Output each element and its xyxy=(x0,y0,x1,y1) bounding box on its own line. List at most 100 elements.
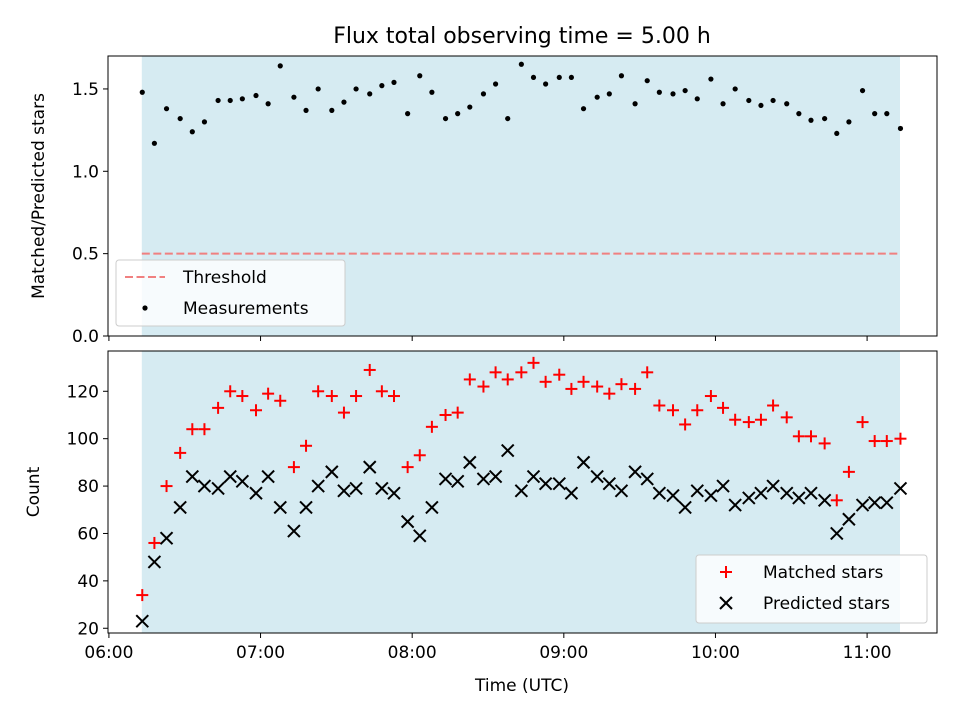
bottom-x-tick-label: 11:00 xyxy=(843,643,892,663)
measurement-point xyxy=(201,119,208,125)
matched-star-point xyxy=(591,380,604,393)
matched-star-point xyxy=(780,411,793,424)
measurement-point xyxy=(442,115,449,122)
predicted-star-point xyxy=(185,469,200,484)
measurement-point xyxy=(315,86,321,92)
measurement-point xyxy=(822,115,828,122)
predicted-star-point xyxy=(261,469,275,484)
matched-star-point xyxy=(804,430,817,443)
measurement-point xyxy=(239,96,245,102)
matched-star-point xyxy=(842,465,855,478)
measurement-point xyxy=(353,86,359,92)
matched-star-point xyxy=(691,404,704,417)
matched-star-point xyxy=(363,363,376,376)
predicted-star-point xyxy=(211,481,225,496)
matched-star-point xyxy=(375,385,388,398)
measurement-point xyxy=(277,63,283,69)
legend-threshold-label: Threshold xyxy=(182,268,267,288)
matched-star-point xyxy=(868,435,881,448)
matched-star-point xyxy=(425,420,438,433)
measurement-point xyxy=(417,73,423,79)
matched-star-point xyxy=(477,380,490,393)
measurement-point xyxy=(492,81,499,87)
matched-star-point xyxy=(603,387,616,400)
predicted-star-point xyxy=(425,500,439,515)
measurement-point xyxy=(796,111,802,117)
matched-star-point xyxy=(262,387,275,400)
matched-star-point xyxy=(439,408,452,421)
measurement-point xyxy=(518,61,524,67)
measurement-point xyxy=(732,86,738,92)
predicted-star-point xyxy=(476,472,491,486)
predicted-star-point xyxy=(223,469,237,484)
measurement-point xyxy=(594,94,600,100)
matched-star-point xyxy=(198,423,211,436)
predicted-star-point xyxy=(463,455,477,470)
matched-star-point xyxy=(704,390,717,403)
matched-star-point xyxy=(818,437,831,450)
matched-star-point xyxy=(679,418,692,431)
measurement-point xyxy=(405,111,411,117)
measurement-point xyxy=(329,107,335,113)
predicted-star-point xyxy=(817,493,832,508)
matched-star-point xyxy=(754,413,767,426)
predicted-stars-series xyxy=(135,443,908,628)
measurement-point xyxy=(670,91,676,97)
predicted-star-point xyxy=(867,495,882,510)
measurement-point xyxy=(429,89,435,95)
bottom-x-tick-label: 08:00 xyxy=(388,643,437,663)
matched-star-point xyxy=(792,430,805,443)
predicted-star-point xyxy=(880,495,894,510)
chart-title: Flux total observing time = 5.00 h xyxy=(333,24,711,49)
measurement-point xyxy=(556,74,562,81)
bottom-y-tick-label: 100 xyxy=(67,430,99,450)
predicted-star-point xyxy=(780,486,794,500)
bottom-x-tick-label: 06:00 xyxy=(84,643,133,663)
predicted-star-point xyxy=(754,486,768,500)
bottom-y-tick-label: 20 xyxy=(77,619,99,639)
top-y-tick-label: 0.0 xyxy=(72,327,99,347)
matched-star-point xyxy=(717,401,730,414)
measurement-point xyxy=(746,97,752,104)
matched-star-point xyxy=(666,404,679,417)
legend-matched-label: Matched stars xyxy=(763,563,883,583)
matched-star-point xyxy=(148,536,161,549)
predicted-star-point xyxy=(135,614,149,628)
measurement-point xyxy=(189,129,195,135)
legend-measurements-swatch xyxy=(142,305,148,311)
predicted-star-point xyxy=(628,465,642,479)
measurement-point xyxy=(884,111,890,117)
bottom-x-tick-label: 07:00 xyxy=(236,643,285,663)
measurement-point xyxy=(656,89,662,95)
predicted-star-point xyxy=(804,486,818,500)
measurement-point xyxy=(859,87,866,94)
bottom-axes-frame xyxy=(107,350,938,634)
measurement-point xyxy=(163,106,170,112)
matched-star-point xyxy=(274,394,287,407)
measurement-point xyxy=(139,89,145,95)
matched-star-point xyxy=(553,368,566,381)
measurement-point xyxy=(708,76,714,82)
predicted-star-point xyxy=(413,529,427,543)
predicted-star-point xyxy=(640,472,654,486)
predicted-star-point xyxy=(438,472,453,486)
matched-star-point xyxy=(136,589,149,602)
matched-star-point xyxy=(249,404,262,417)
matched-star-point xyxy=(350,390,363,403)
bottom-y-tick-label: 120 xyxy=(67,382,99,402)
top-y-tick-label: 1.0 xyxy=(72,162,99,182)
predicted-star-point xyxy=(249,486,263,500)
predicted-star-point xyxy=(602,476,617,491)
predicted-star-point xyxy=(526,469,541,484)
bottom-y-axis-label: Count xyxy=(24,466,44,517)
predicted-star-point xyxy=(716,479,730,493)
matched-star-point xyxy=(300,439,313,452)
measurement-point xyxy=(151,140,158,146)
measurement-point xyxy=(177,115,183,122)
matched-star-point xyxy=(729,413,742,426)
matched-star-point xyxy=(641,366,654,379)
predicted-star-point xyxy=(652,486,667,500)
matched-star-point xyxy=(501,373,514,386)
matched-star-point xyxy=(387,390,400,403)
matched-star-point xyxy=(401,461,414,474)
